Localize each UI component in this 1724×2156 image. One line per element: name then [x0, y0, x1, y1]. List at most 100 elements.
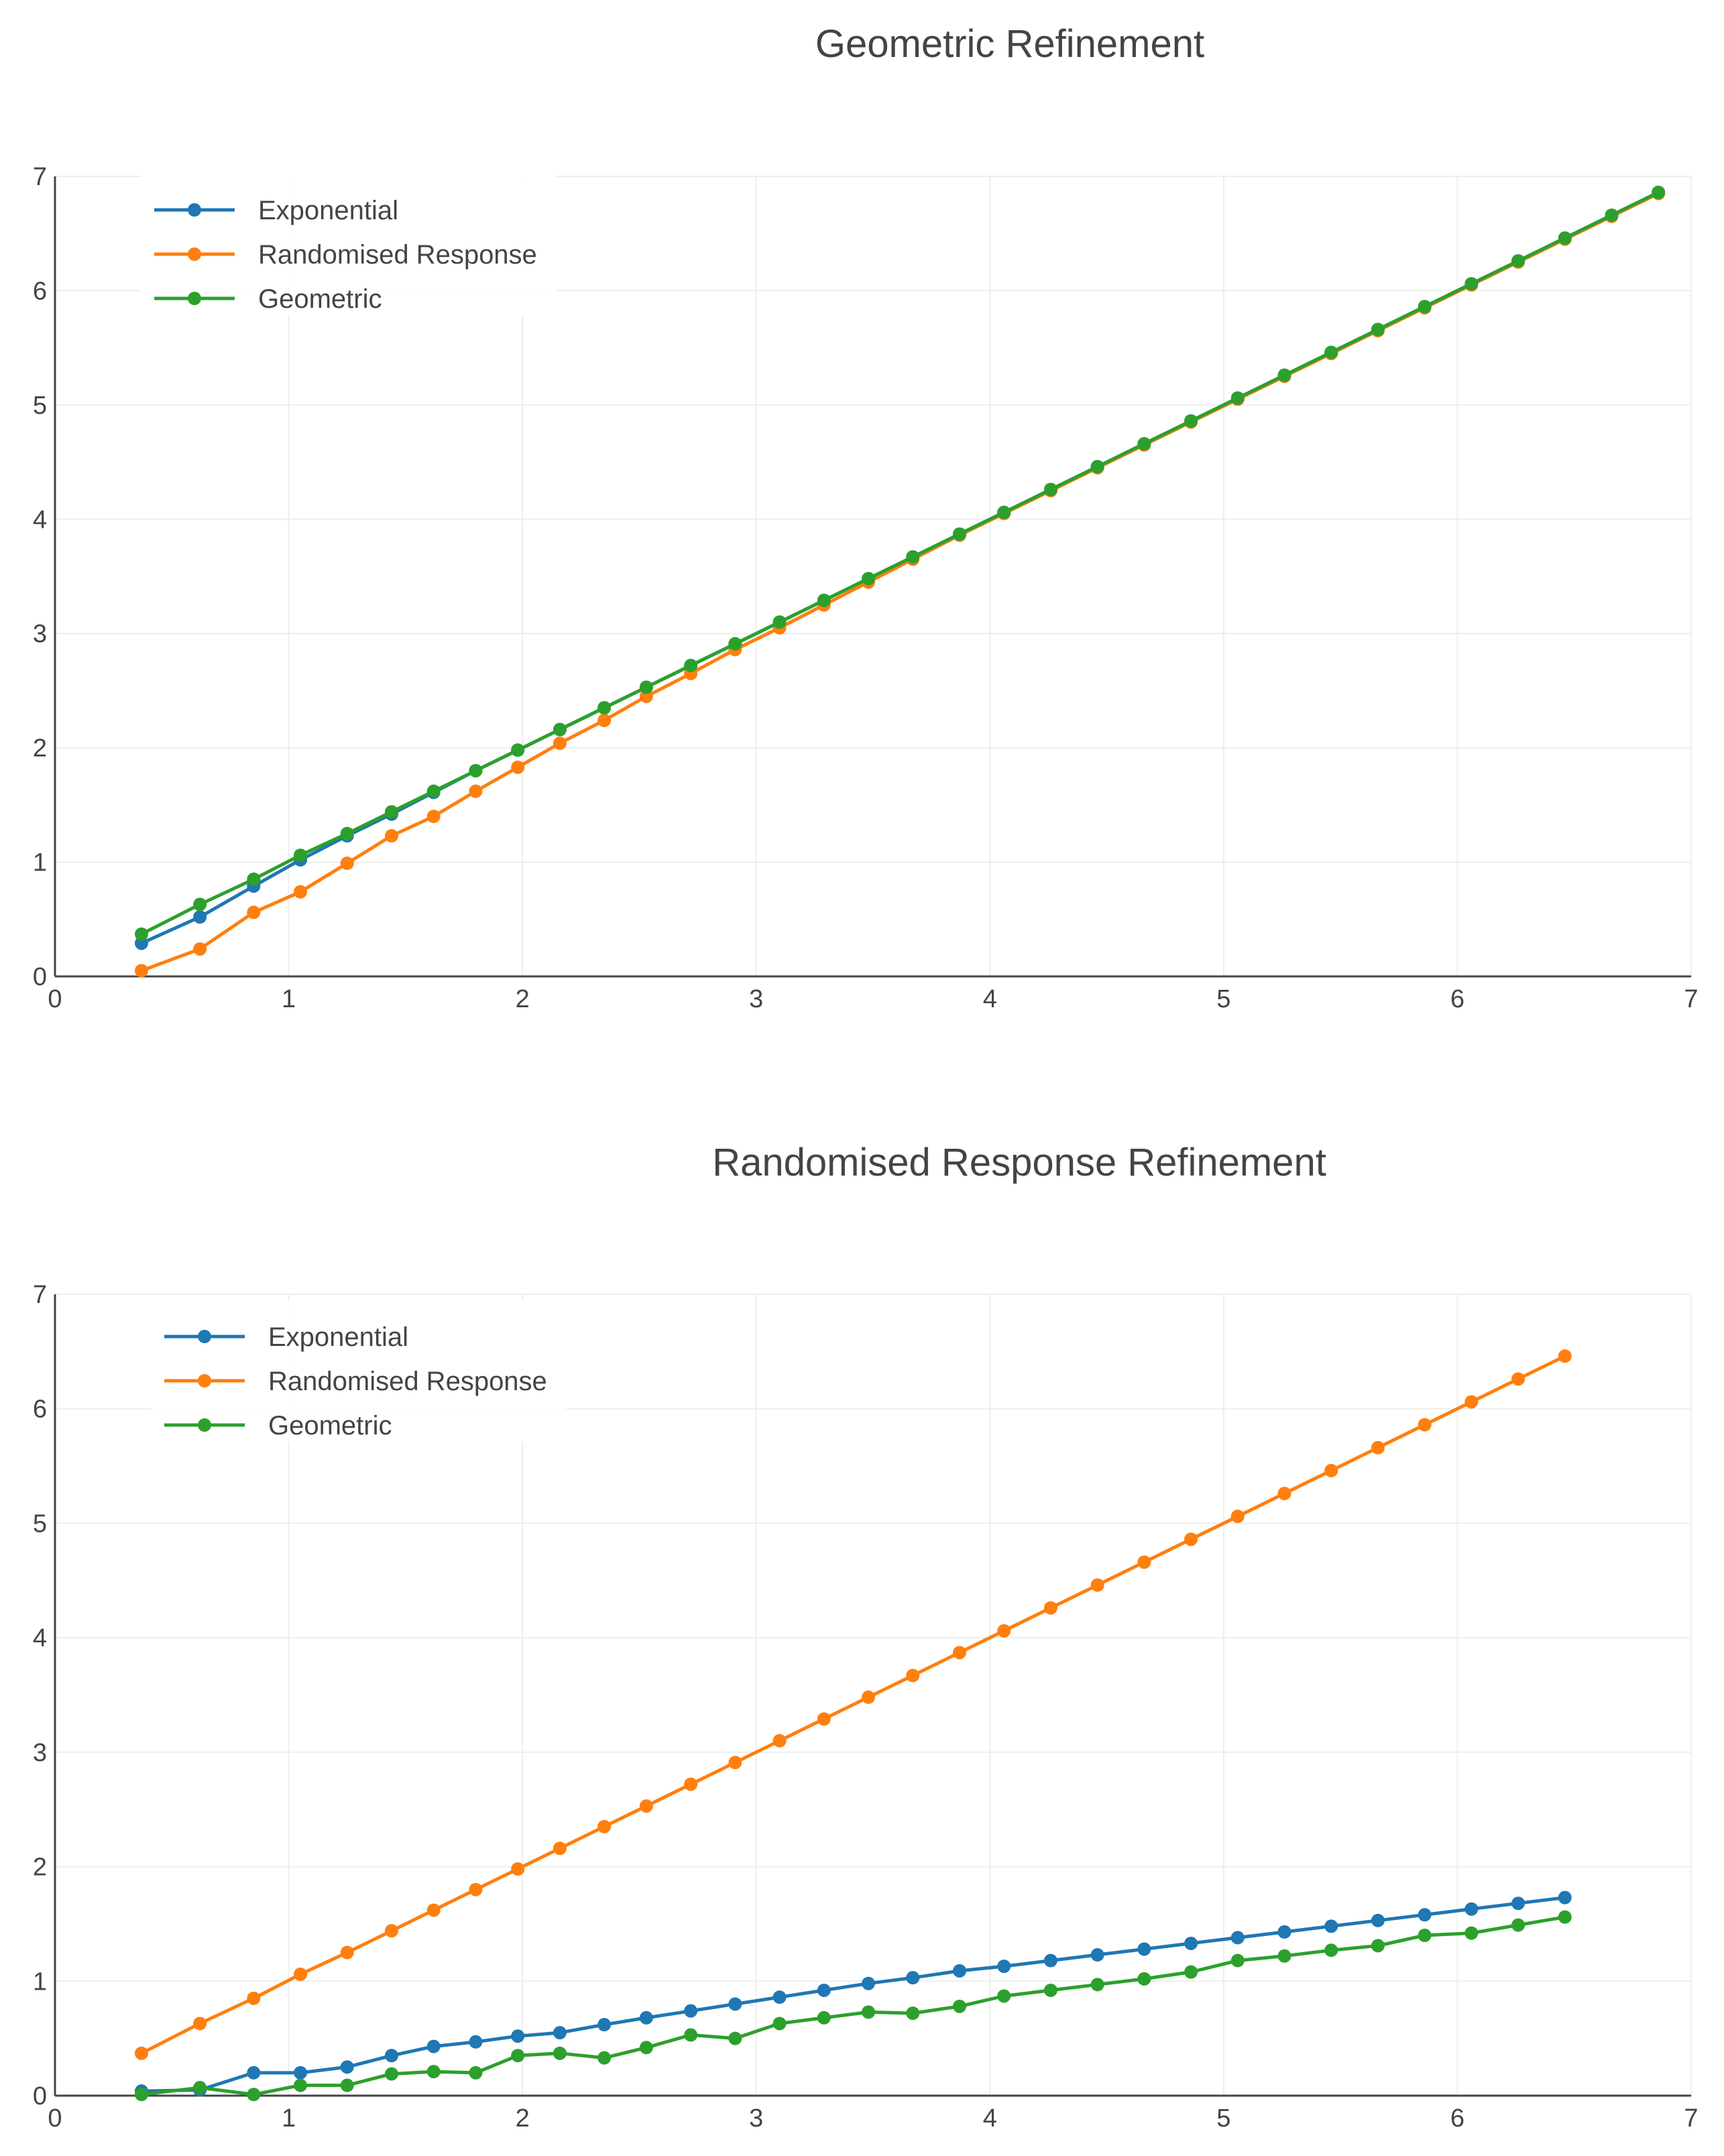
data-point — [384, 1924, 398, 1938]
data-point — [639, 2041, 653, 2055]
data-point — [1371, 1913, 1385, 1927]
y-tick-label: 2 — [33, 1854, 47, 1882]
data-point — [1090, 1578, 1104, 1592]
data-point — [639, 1799, 653, 1813]
x-tick-label: 3 — [749, 985, 763, 1013]
data-point — [384, 2049, 398, 2063]
legend-label: Geometric — [268, 1411, 392, 1440]
data-point — [772, 1990, 787, 2004]
data-point — [952, 1646, 966, 1660]
data-point — [134, 2046, 148, 2060]
data-point — [294, 885, 307, 899]
data-point — [1558, 1910, 1572, 1924]
data-point — [772, 1734, 787, 1748]
data-point — [1137, 1942, 1151, 1956]
data-point — [553, 2026, 567, 2040]
data-point — [1043, 1983, 1057, 1997]
data-point — [1324, 1943, 1338, 1958]
data-point — [340, 826, 354, 840]
legend-swatch-marker — [198, 1418, 211, 1432]
x-tick-label: 2 — [516, 985, 530, 1013]
y-tick-label: 5 — [33, 1510, 47, 1538]
legend-label: Geometric — [258, 284, 382, 314]
data-point — [1418, 1929, 1432, 1942]
x-tick-label: 7 — [1684, 2104, 1698, 2133]
legend-label: Exponential — [268, 1322, 408, 1352]
data-point — [340, 2060, 354, 2074]
data-point — [906, 550, 920, 564]
chart-2: 0 1 2 3 4 5 6 7 0 1 2 3 4 5 6 7 Exponential Randomised Re… — [33, 1281, 1699, 2133]
y-tick-label: 4 — [33, 506, 47, 534]
data-point — [728, 637, 742, 651]
data-point — [684, 1777, 698, 1791]
data-point — [1137, 437, 1151, 451]
data-point — [469, 784, 483, 798]
data-point — [469, 2065, 483, 2080]
legend-background — [151, 1301, 567, 1442]
data-point — [1184, 414, 1198, 428]
data-point — [1418, 300, 1432, 314]
x-tick-label: 7 — [1684, 985, 1698, 1013]
data-point — [597, 701, 612, 715]
x-tick-label: 1 — [282, 2104, 296, 2133]
x-tick-label: 3 — [749, 2104, 763, 2133]
data-point — [1558, 231, 1572, 245]
series-line-geometric — [140, 190, 1660, 936]
data-point — [426, 2039, 441, 2053]
x-tick-label: 0 — [48, 2104, 62, 2133]
y-tick-label: 0 — [33, 963, 47, 991]
data-point — [134, 927, 148, 941]
data-point — [1090, 1948, 1104, 1962]
data-point — [134, 964, 148, 978]
data-point — [1464, 277, 1479, 291]
data-point — [1324, 1919, 1338, 1933]
data-point — [553, 722, 567, 736]
data-point — [1277, 1925, 1291, 1939]
data-point — [553, 736, 567, 750]
y-tick-label: 4 — [33, 1624, 47, 1652]
data-point — [772, 2017, 787, 2031]
data-point — [997, 1624, 1011, 1638]
data-point — [1558, 1890, 1572, 1905]
y-tick-label: 7 — [33, 163, 47, 191]
legend-swatch-marker — [188, 292, 201, 305]
data-point — [862, 571, 876, 585]
data-point — [1184, 1965, 1198, 1979]
data-point — [997, 1989, 1011, 2003]
data-point — [247, 905, 261, 919]
data-point — [817, 593, 831, 608]
data-point — [469, 2035, 483, 2049]
data-point — [193, 2017, 207, 2031]
x-tick-label: 1 — [282, 985, 296, 1013]
series-line-geometric — [141, 1915, 1566, 2096]
data-point — [193, 897, 207, 911]
data-point — [247, 872, 261, 887]
data-point — [1230, 1510, 1245, 1524]
data-point — [639, 680, 653, 694]
data-point — [952, 1964, 966, 1978]
data-point — [1418, 1908, 1432, 1922]
x-tick-label: 4 — [983, 985, 997, 1013]
y-tick-label: 3 — [33, 620, 47, 648]
data-point — [340, 1945, 354, 1960]
data-point — [294, 848, 307, 862]
data-point — [1511, 1918, 1526, 1932]
data-point — [1277, 368, 1291, 382]
y-tick-label: 1 — [33, 849, 47, 877]
data-point — [294, 2078, 307, 2092]
x-tick-label: 4 — [983, 2104, 997, 2133]
y-tick-label: 5 — [33, 392, 47, 420]
y-tick-label: 6 — [33, 1396, 47, 1424]
data-point — [247, 1991, 261, 2005]
data-point — [1371, 323, 1385, 337]
data-point — [1605, 208, 1619, 222]
chart-2-title: Randomised Response Refinement — [712, 1141, 1326, 1184]
data-point — [1511, 254, 1526, 268]
data-point — [1511, 1372, 1526, 1386]
data-point — [728, 2031, 742, 2045]
data-point — [1043, 482, 1057, 496]
x-tick-label: 5 — [1216, 985, 1230, 1013]
x-tick-label: 6 — [1450, 2104, 1464, 2133]
data-point — [906, 2006, 920, 2021]
